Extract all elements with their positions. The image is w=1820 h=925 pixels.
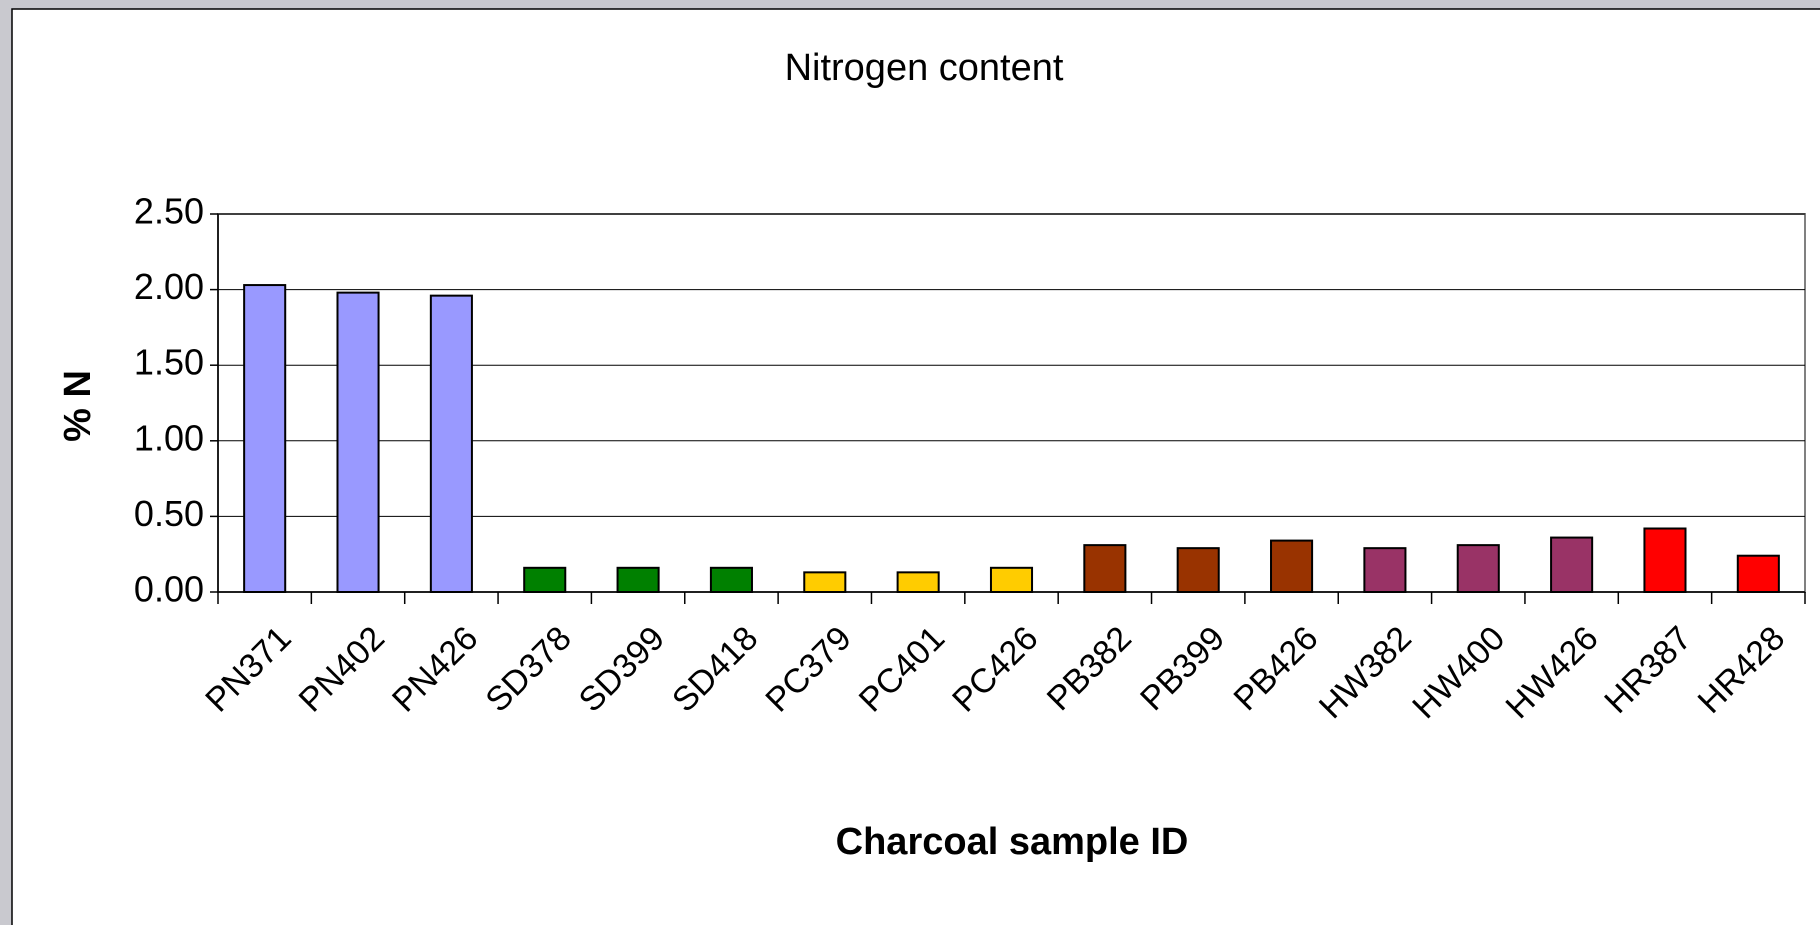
bar (523, 566, 567, 593)
bar (1456, 544, 1500, 593)
bar (896, 571, 940, 593)
y-axis-label: % N (57, 370, 99, 442)
plot-area (217, 213, 1806, 593)
bar (1736, 554, 1780, 593)
y-tick-label: 2.50 (134, 191, 204, 232)
chart-title: Nitrogen content (785, 47, 1064, 89)
bar (1550, 536, 1594, 593)
bar (803, 571, 847, 593)
bar (709, 566, 753, 593)
bar (1643, 527, 1687, 593)
y-tick-label: 1.50 (134, 342, 204, 383)
bar (1083, 544, 1127, 593)
y-tick-label: 0.00 (134, 569, 204, 610)
bar (429, 294, 473, 593)
y-tick-label: 1.00 (134, 417, 204, 458)
bar (1363, 547, 1407, 593)
bar (1176, 547, 1220, 593)
bar (989, 566, 1034, 593)
y-tick-label: 2.00 (134, 266, 204, 307)
bar (243, 284, 287, 593)
bar (616, 566, 660, 593)
bar (1270, 539, 1314, 593)
x-axis-label: Charcoal sample ID (836, 821, 1189, 863)
bar (336, 291, 380, 593)
y-tick-label: 0.50 (134, 493, 204, 534)
